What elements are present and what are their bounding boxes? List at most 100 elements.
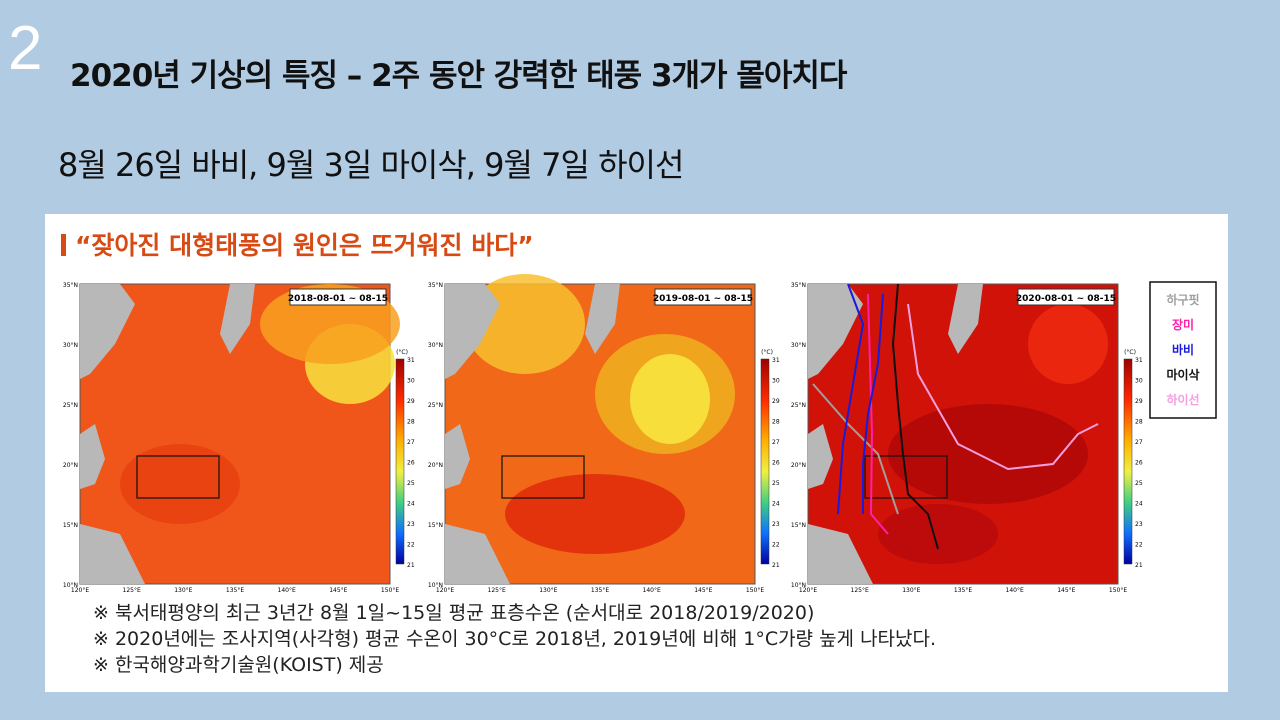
note: ※ 2020년에는 조사지역(사각형) 평균 수온이 30°C로 2018년, … bbox=[93, 628, 937, 650]
colorbar bbox=[395, 358, 405, 565]
panel-heading: “잦아진 대형태풍의 원인은 뜨거워진 바다” bbox=[75, 231, 534, 260]
lon-label: 130°E bbox=[174, 587, 192, 594]
section-number: 2 bbox=[8, 14, 43, 83]
note: ※ 한국해양과학기술원(KOIST) 제공 bbox=[93, 654, 384, 676]
colorbar-tick: 27 bbox=[1135, 439, 1143, 446]
colorbar-tick: 23 bbox=[407, 521, 415, 528]
colorbar-tick: 25 bbox=[407, 480, 415, 487]
colorbar-unit: (°C) bbox=[396, 349, 408, 356]
lon-label: 150°E bbox=[746, 587, 764, 594]
legend-entry: 장미 bbox=[1172, 317, 1194, 332]
land bbox=[808, 284, 873, 584]
period-label: 2019-08-01 ~ 08-15 bbox=[653, 294, 753, 304]
lat-label: 35°N bbox=[428, 282, 443, 289]
colorbar bbox=[1123, 358, 1133, 565]
colorbar-unit: (°C) bbox=[761, 349, 773, 356]
sst-blob bbox=[630, 354, 710, 444]
colorbar-tick: 29 bbox=[772, 398, 780, 405]
legend-entry: 마이삭 bbox=[1166, 367, 1199, 382]
sst-blob bbox=[1028, 304, 1108, 384]
colorbar-tick: 21 bbox=[1135, 562, 1143, 569]
figure-panel: “잦아진 대형태풍의 원인은 뜨거워진 바다” 2018-08-01 ~ 08-… bbox=[45, 214, 1228, 692]
land bbox=[220, 284, 255, 354]
colorbar-tick: 22 bbox=[1135, 542, 1143, 549]
colorbar-tick: 28 bbox=[1135, 419, 1143, 426]
land bbox=[80, 284, 145, 584]
lon-label: 145°E bbox=[329, 587, 347, 594]
lat-label: 25°N bbox=[428, 402, 443, 409]
typhoon-track bbox=[812, 383, 899, 515]
colorbar-tick: 25 bbox=[1135, 480, 1143, 487]
period-box bbox=[289, 288, 387, 306]
lon-label: 130°E bbox=[902, 587, 920, 594]
lat-label: 20°N bbox=[791, 462, 806, 469]
lat-label: 10°N bbox=[791, 582, 806, 589]
lat-label: 15°N bbox=[428, 522, 443, 529]
colorbar-tick: 24 bbox=[1135, 501, 1143, 508]
lat-label: 10°N bbox=[428, 582, 443, 589]
legend-box bbox=[1149, 281, 1217, 419]
colorbar-tick: 21 bbox=[407, 562, 415, 569]
lat-label: 25°N bbox=[63, 402, 78, 409]
land bbox=[948, 284, 983, 354]
colorbar-tick: 27 bbox=[407, 439, 415, 446]
lon-label: 130°E bbox=[539, 587, 557, 594]
lon-label: 120°E bbox=[799, 587, 817, 594]
colorbar-tick: 28 bbox=[407, 419, 415, 426]
typhoon-track bbox=[907, 303, 1099, 471]
lat-label: 10°N bbox=[63, 582, 78, 589]
colorbar-tick: 30 bbox=[407, 378, 415, 385]
colorbar-tick: 21 bbox=[772, 562, 780, 569]
lat-label: 35°N bbox=[63, 282, 78, 289]
lon-label: 135°E bbox=[226, 587, 244, 594]
sst-blob bbox=[505, 474, 685, 554]
colorbar-tick: 26 bbox=[1135, 460, 1143, 467]
lon-label: 145°E bbox=[1057, 587, 1075, 594]
colorbar-tick: 23 bbox=[1135, 521, 1143, 528]
colorbar-tick: 28 bbox=[772, 419, 780, 426]
colorbar-tick: 29 bbox=[407, 398, 415, 405]
lon-label: 135°E bbox=[954, 587, 972, 594]
study-area bbox=[501, 455, 585, 499]
legend-entry: 바비 bbox=[1172, 342, 1194, 357]
land bbox=[445, 284, 510, 584]
lon-label: 150°E bbox=[381, 587, 399, 594]
colorbar-tick: 26 bbox=[772, 460, 780, 467]
lon-label: 145°E bbox=[694, 587, 712, 594]
colorbar-tick: 29 bbox=[1135, 398, 1143, 405]
lat-label: 35°N bbox=[791, 282, 806, 289]
lon-label: 125°E bbox=[488, 587, 506, 594]
study-area bbox=[864, 455, 948, 499]
lon-label: 125°E bbox=[851, 587, 869, 594]
notes: ※ 북서태평양의 최근 3년간 8월 1일~15일 평균 표층수온 (순서대로 … bbox=[93, 600, 936, 678]
colorbar-tick: 27 bbox=[772, 439, 780, 446]
study-area bbox=[136, 455, 220, 499]
lat-label: 30°N bbox=[63, 342, 78, 349]
colorbar-tick: 24 bbox=[772, 501, 780, 508]
lon-label: 150°E bbox=[1109, 587, 1127, 594]
period-box bbox=[1017, 288, 1115, 306]
sst-blob bbox=[878, 504, 998, 564]
colorbar-unit: (°C) bbox=[1124, 349, 1136, 356]
colorbar-tick: 30 bbox=[1135, 378, 1143, 385]
typhoon-track bbox=[837, 283, 884, 515]
colorbar-tick: 23 bbox=[772, 521, 780, 528]
colorbar-tick: 24 bbox=[407, 501, 415, 508]
colorbar-tick: 30 bbox=[772, 378, 780, 385]
lat-label: 15°N bbox=[791, 522, 806, 529]
lon-label: 140°E bbox=[1006, 587, 1024, 594]
sst-blob bbox=[120, 444, 240, 524]
lon-label: 120°E bbox=[436, 587, 454, 594]
lat-label: 30°N bbox=[428, 342, 443, 349]
note: ※ 북서태평양의 최근 3년간 8월 1일~15일 평균 표층수온 (순서대로 … bbox=[93, 602, 815, 624]
lon-label: 140°E bbox=[643, 587, 661, 594]
lat-label: 30°N bbox=[791, 342, 806, 349]
colorbar-tick: 31 bbox=[407, 357, 415, 364]
colorbar-tick: 31 bbox=[1135, 357, 1143, 364]
legend-entry: 하이선 bbox=[1166, 392, 1199, 407]
heading-marker bbox=[61, 234, 66, 256]
period-box bbox=[654, 288, 752, 306]
period-label: 2018-08-01 ~ 08-15 bbox=[288, 294, 388, 304]
typhoon-track bbox=[867, 293, 889, 535]
